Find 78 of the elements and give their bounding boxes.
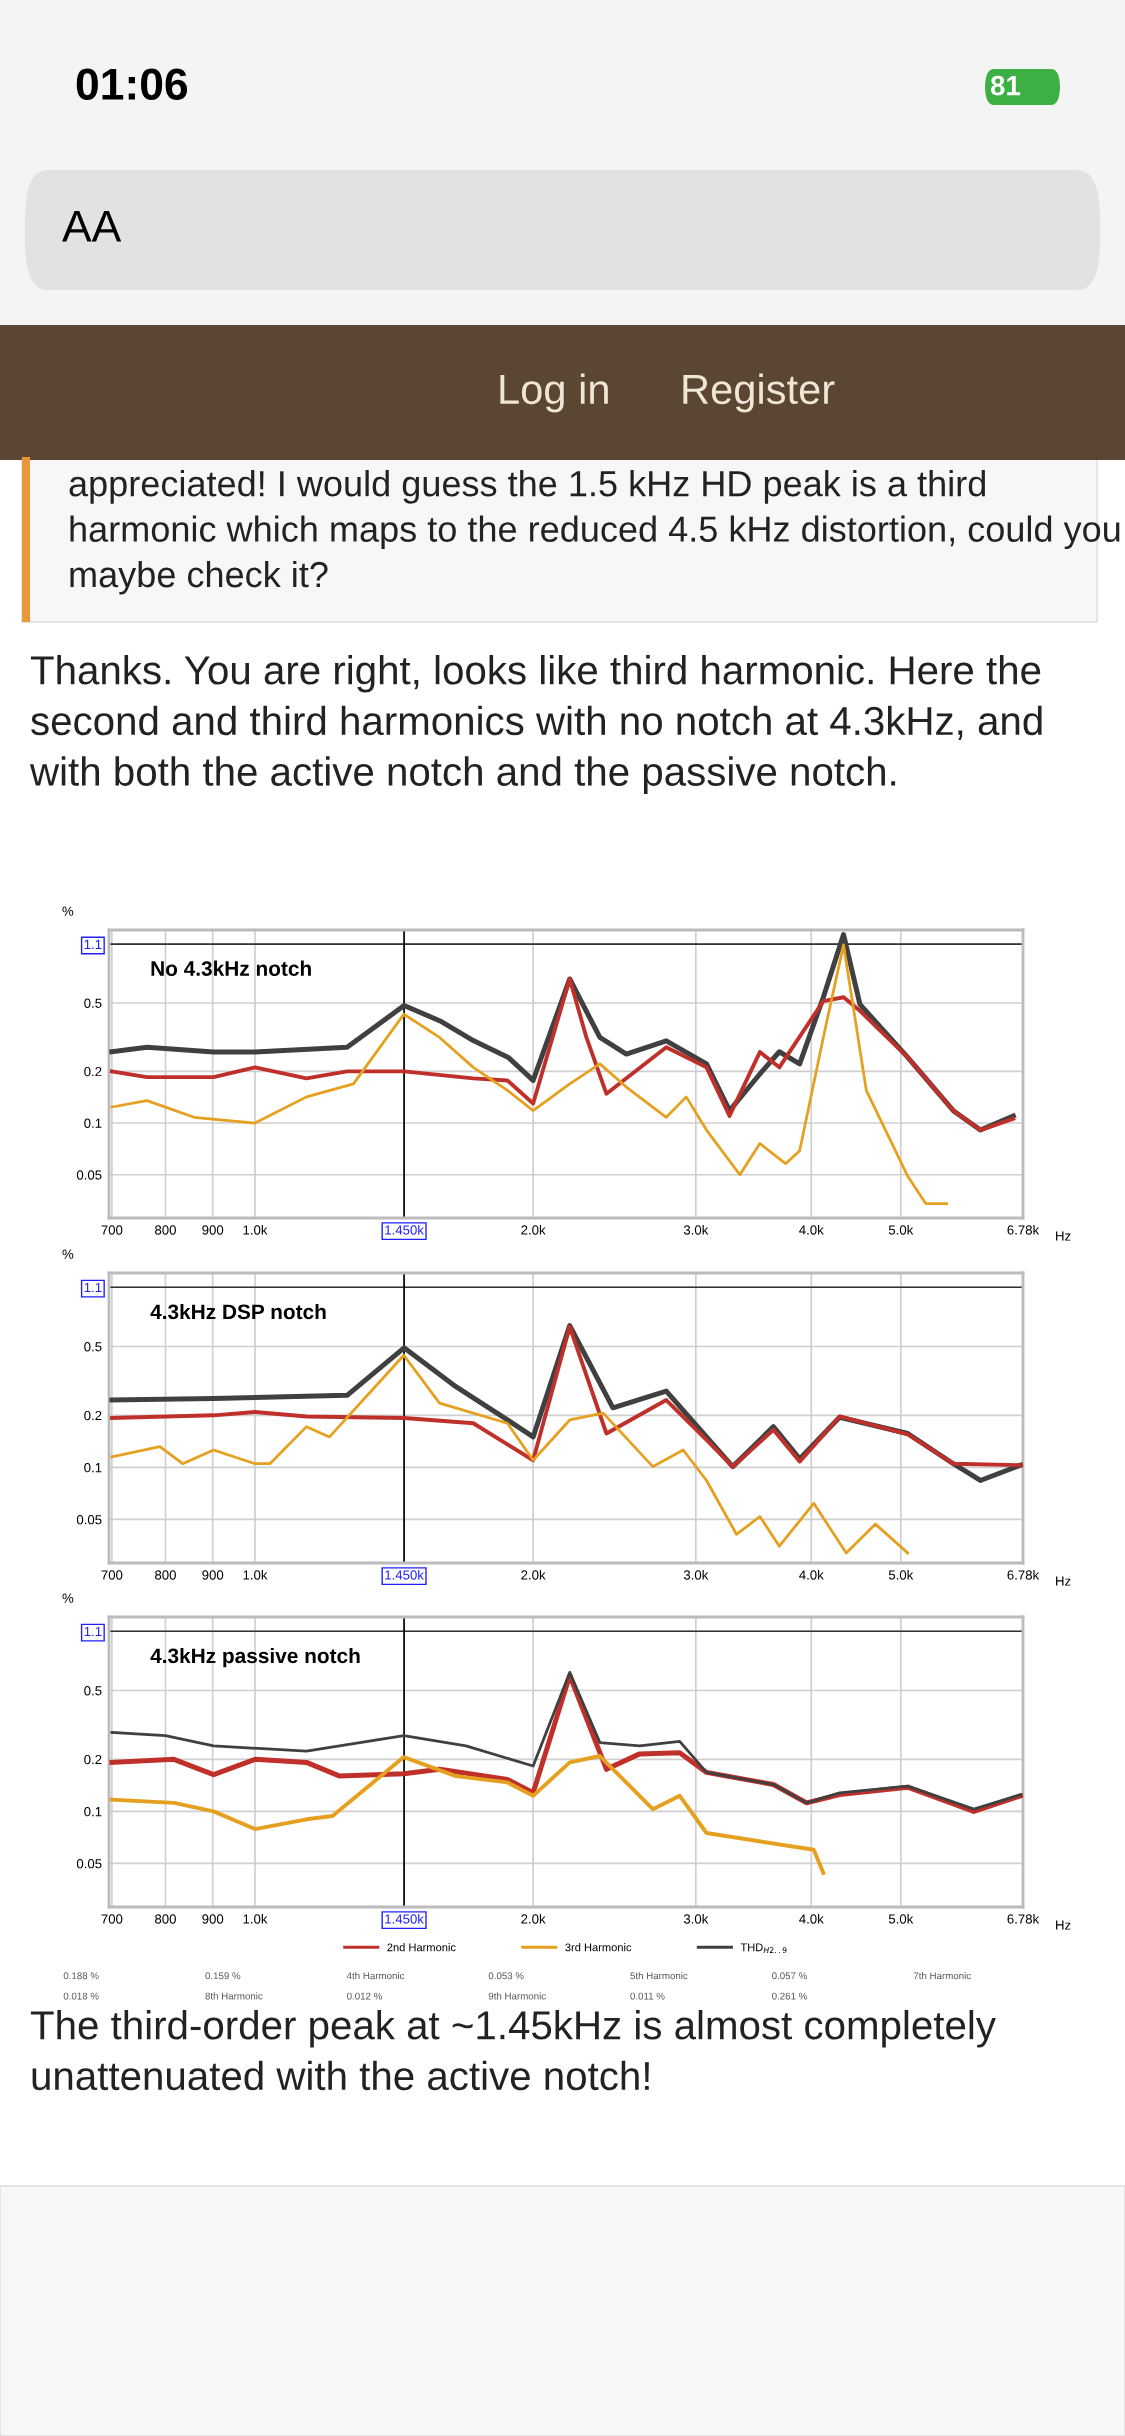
x-tick-label: 700 — [101, 1225, 123, 1235]
text: 8th Harmonic — [205, 1992, 263, 2000]
text: 0.018 % — [63, 1992, 99, 2000]
text: 4th Harmonic — [346, 1972, 405, 1980]
y-tick-label: 0.05 — [76, 1515, 102, 1525]
text: 4.3kHz DSP notch — [150, 1303, 326, 1320]
text: 0.057 % — [772, 1972, 807, 1980]
y-tick-label: 1.1 — [84, 1282, 102, 1293]
x-tick-label: 900 — [202, 1570, 224, 1580]
x-axis-title: Hz — [1056, 1576, 1071, 1586]
text: AA — [62, 210, 122, 242]
text: 01:06 — [76, 68, 188, 100]
text: appreciated! I would guess the 1.5 kHz HD peak is a third harmonic which maps to the reduced 4.5 kHz distortion, could you maybe check it? — [69, 470, 1120, 595]
y-tick-label: 0.2 — [84, 1410, 102, 1421]
y-tick-label: 0.5 — [84, 1686, 102, 1696]
x-tick-label: 2.0k — [521, 1569, 546, 1580]
y-axis-title: % — [62, 906, 74, 916]
y-tick-label: 0.1 — [84, 1462, 102, 1473]
y-tick-label: 0.05 — [76, 1170, 102, 1180]
text: 4.3kHz passive notch — [150, 1647, 360, 1668]
x-tick-label: 6.78k — [1007, 1913, 1040, 1924]
x-tick-label: 2.0k — [521, 1913, 546, 1924]
y-tick-label: 0.2 — [84, 1754, 102, 1765]
y-tick-label: 0.1 — [84, 1118, 102, 1128]
x-tick-label: 1.0k — [243, 1913, 268, 1924]
legend-label: THD$_{H2..9}$ — [740, 1943, 787, 1954]
text: 0.188 % — [63, 1972, 99, 1980]
x-tick-label: 800 — [155, 1570, 176, 1580]
text: 5th Harmonic — [630, 1972, 688, 1980]
x-tick-label: 1.0k — [243, 1224, 268, 1235]
text: 0.159 % — [205, 1972, 241, 1980]
x-tick-label: 4.0k — [799, 1569, 824, 1580]
x-tick-label: 3.0k — [683, 1913, 709, 1924]
text: Log in — [500, 373, 608, 413]
text: 0.261 % — [772, 1992, 807, 2000]
x-tick-label: 800 — [155, 1914, 176, 1924]
x-tick-label: 4.0k — [799, 1913, 824, 1924]
text: 0.011 % — [630, 1992, 665, 2000]
text: 0.053 % — [488, 1972, 524, 1980]
x-tick-label: 700 — [101, 1570, 123, 1580]
y-tick-label: 0.5 — [84, 998, 102, 1008]
y-tick-label: 0.5 — [84, 1342, 102, 1352]
text: 81 — [990, 75, 1021, 96]
text: Thanks. You are right, looks like third harmonic. Here the second and third harmonics with no notch at 4.3kHz, and with both the active notch and the passive notch. — [29, 655, 1042, 794]
x-tick-label: 2.0k — [521, 1224, 546, 1235]
x-tick-label: 5.0k — [888, 1224, 914, 1235]
y-tick-label: 1.1 — [84, 1626, 102, 1637]
x-tick-label: 1.450k — [385, 1224, 424, 1235]
x-tick-label: 5.0k — [888, 1913, 914, 1924]
y-tick-label: 0.1 — [84, 1806, 102, 1817]
x-tick-label: 3.0k — [683, 1569, 709, 1580]
x-tick-label: 3.0k — [683, 1224, 709, 1235]
legend-label: 2nd Harmonic — [387, 1943, 456, 1952]
x-tick-label: 1.450k — [385, 1569, 424, 1580]
y-axis-title: % — [62, 1593, 74, 1603]
x-tick-label: 800 — [155, 1225, 176, 1235]
text: Register — [683, 373, 835, 413]
text: 9th Harmonic — [488, 1992, 546, 2000]
text: The third-order peak at ~1.45kHz is almost completely unattenuated with the active notch! — [30, 2010, 996, 2091]
y-tick-label: 0.05 — [76, 1859, 102, 1869]
y-tick-label: 1.1 — [84, 939, 102, 949]
x-axis-title: Hz — [1056, 1231, 1071, 1241]
y-tick-label: 0.2 — [84, 1066, 102, 1077]
x-axis-title: Hz — [1056, 1920, 1071, 1930]
x-tick-label: 700 — [101, 1914, 123, 1924]
y-axis-title: % — [62, 1249, 74, 1259]
x-tick-label: 4.0k — [799, 1224, 824, 1235]
x-tick-label: 5.0k — [888, 1569, 914, 1580]
text: 0.012 % — [347, 1992, 382, 2000]
x-tick-label: 900 — [202, 1225, 224, 1235]
text: No 4.3kHz notch — [151, 960, 311, 976]
x-tick-label: 1.0k — [243, 1569, 268, 1580]
x-tick-label: 1.450k — [385, 1913, 424, 1924]
x-tick-label: 6.78k — [1007, 1569, 1040, 1580]
text: 7th Harmonic — [913, 1972, 971, 1980]
x-tick-label: 900 — [202, 1914, 224, 1924]
x-tick-label: 6.78k — [1007, 1224, 1040, 1235]
legend-label: 3rd Harmonic — [565, 1943, 632, 1952]
